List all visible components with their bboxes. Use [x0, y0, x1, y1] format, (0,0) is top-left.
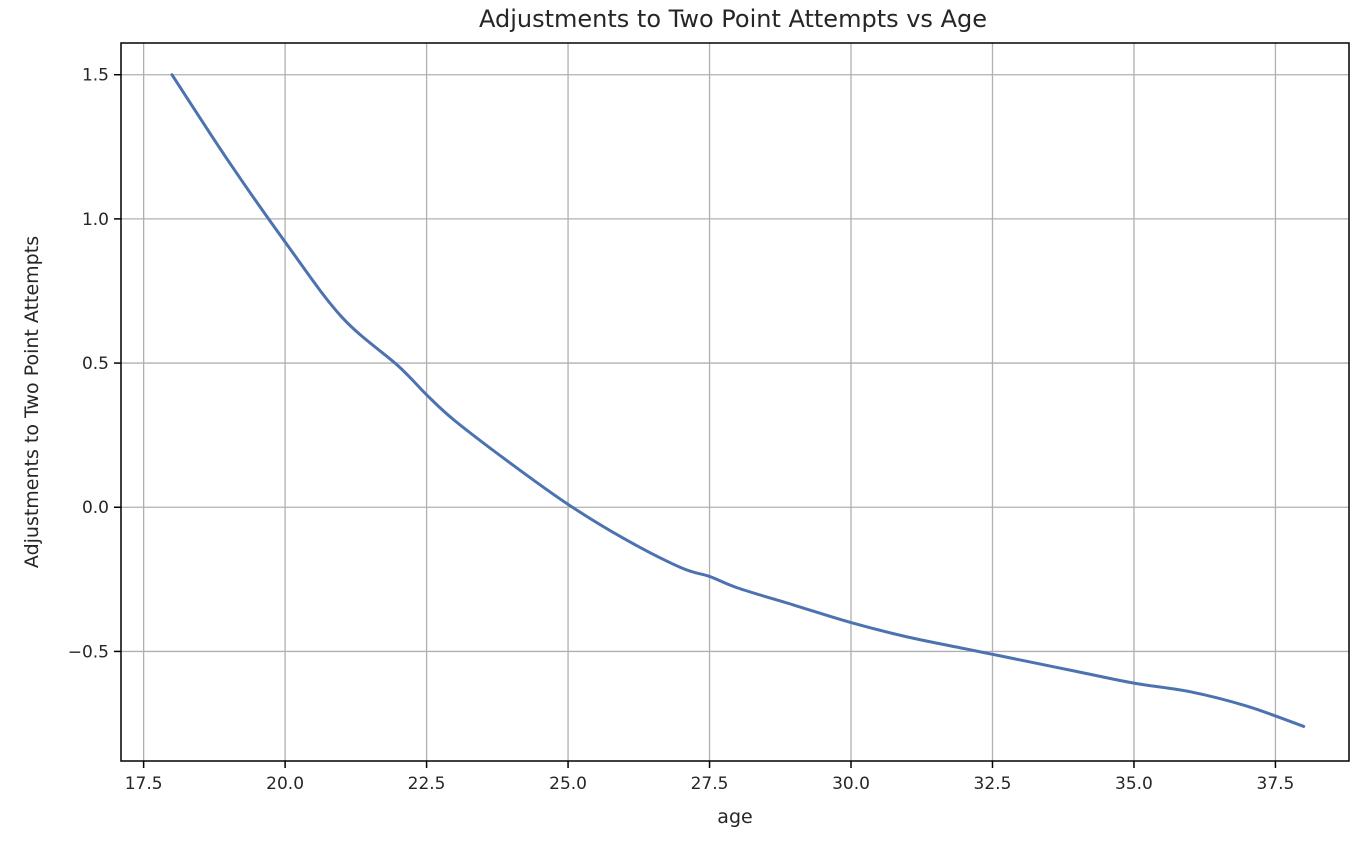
- chart-title: Adjustments to Two Point Attempts vs Age: [479, 5, 987, 33]
- x-axis-ticks: 17.5 20.0 22.5 25.0 27.5 30.0 32.5 35.0 37.5: [125, 761, 1295, 794]
- series-line: [170, 73, 1306, 728]
- x-tick-label: 35.0: [1115, 774, 1153, 794]
- y-tick-label: 0.0: [82, 498, 109, 518]
- x-tick-label: 22.5: [408, 774, 446, 794]
- y-tick-label: 1.5: [82, 66, 109, 86]
- x-tick-label: 32.5: [974, 774, 1012, 794]
- y-tick-label: 1.0: [82, 210, 109, 230]
- x-tick-label: 37.5: [1257, 774, 1295, 794]
- x-tick-label: 25.0: [549, 774, 587, 794]
- y-tick-label: 0.5: [82, 354, 109, 374]
- x-tick-label: 30.0: [832, 774, 870, 794]
- x-tick-label: 20.0: [266, 774, 304, 794]
- x-axis-label: age: [717, 806, 752, 828]
- y-axis-label: Adjustments to Two Point Attempts: [21, 236, 43, 568]
- y-tick-label: −0.5: [68, 642, 109, 662]
- series-layer: [170, 73, 1306, 728]
- plot-frame: [120, 42, 1350, 762]
- grid: [121, 43, 1349, 761]
- x-tick-label: 27.5: [691, 774, 729, 794]
- x-tick-label: 17.5: [125, 774, 163, 794]
- y-axis-ticks: −0.5 0.0 0.5 1.0 1.5: [68, 66, 121, 662]
